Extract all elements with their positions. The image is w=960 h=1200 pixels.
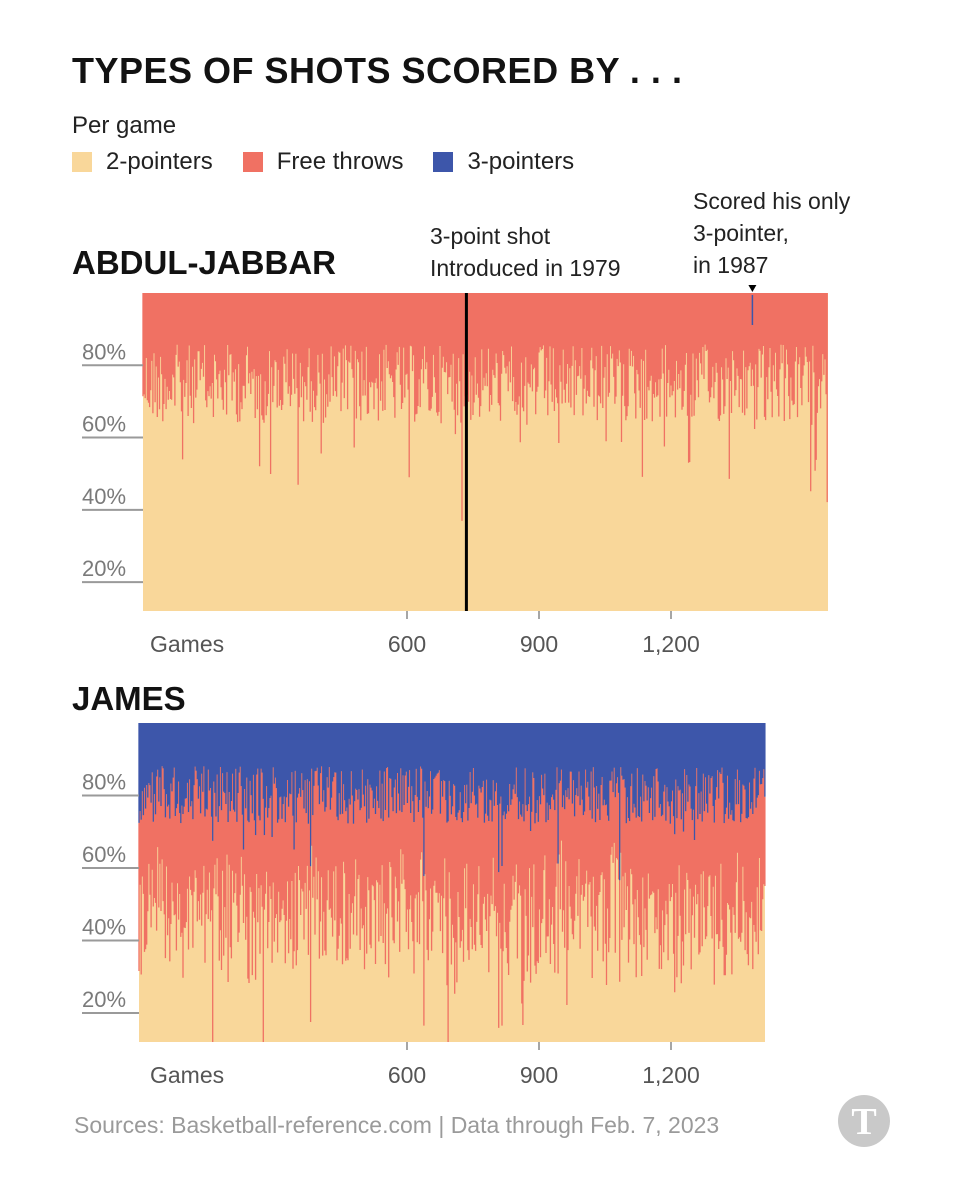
x-tick-label-600: 600 [388, 631, 426, 657]
nyt-logo-icon: T [838, 1095, 890, 1147]
legend-item-free-throws: Free throws [242, 148, 404, 176]
x-axis-label: Games [150, 1062, 224, 1088]
chart-james: 20% 40% 60% 80% Games 600 900 1,200 [82, 723, 766, 1088]
x-axis-label: Games [150, 631, 224, 657]
y-tick-label-60: 60% [82, 412, 126, 437]
legend-label-2-pointers: 2-pointers [106, 148, 213, 175]
legend-swatch-3-pointers [433, 152, 454, 172]
y-tick-label-40: 40% [82, 915, 126, 940]
legend: 2-pointers Free throws 3-pointers [72, 148, 604, 176]
chart-abdul-jabbar: 20% 40% 60% 80% Games 600 900 1,200 [82, 285, 828, 657]
legend-item-3-pointers: 3-pointers [433, 148, 574, 176]
panel-title-james: JAMES [72, 680, 186, 717]
y-tick-label-40: 40% [82, 484, 126, 509]
y-tick-label-20: 20% [82, 987, 126, 1012]
series-3-pointers-area [138, 723, 766, 881]
x-tick-label-600: 600 [388, 1062, 426, 1088]
x-tick-label-1200: 1,200 [642, 1062, 700, 1088]
source-note: Sources: Basketball-reference.com | Data… [74, 1112, 720, 1138]
svg-text:T: T [851, 1101, 876, 1143]
y-tick-label-20: 20% [82, 556, 126, 581]
series-free-throws-area [138, 766, 766, 1042]
chart-title: TYPES OF SHOTS SCORED BY . . . [72, 50, 683, 91]
legend-swatch-free-throws [242, 152, 263, 172]
y-tick-label-80: 80% [82, 339, 126, 364]
event-arrow-only-3-pointer [748, 285, 757, 292]
y-tick-label-80: 80% [82, 770, 126, 795]
legend-subtitle: Per game [72, 112, 177, 139]
y-tick-label-60: 60% [82, 842, 126, 867]
panel-title-abdul-jabbar: ABDUL-JABBAR [72, 244, 336, 281]
legend-label-free-throws: Free throws [276, 148, 404, 175]
x-tick-label-1200: 1,200 [642, 631, 700, 657]
legend-swatch-2-pointers [72, 152, 92, 172]
annotation-only-three-pointer: Scored his only 3-pointer, in 1987 [693, 188, 851, 278]
x-tick-label-900: 900 [520, 1062, 558, 1088]
legend-item-2-pointers: 2-pointers [72, 148, 213, 176]
series-free-throws-area [142, 293, 828, 521]
annotation-three-point-intro: 3-point shot Introduced in 1979 [430, 223, 621, 281]
legend-label-3-pointers: 3-pointers [467, 148, 575, 175]
x-tick-label-900: 900 [520, 631, 558, 657]
